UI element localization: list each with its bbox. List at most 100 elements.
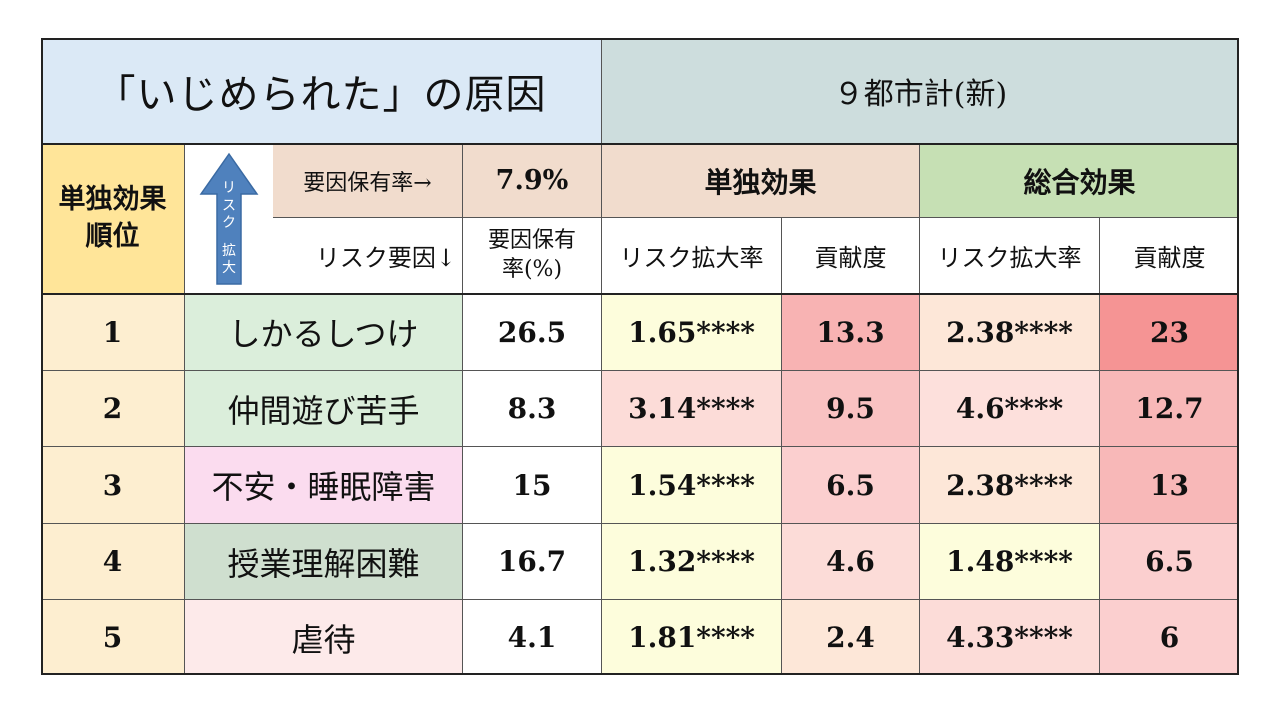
- total-contribution-cell: 6.5: [1100, 524, 1239, 600]
- rank-cell: 3: [41, 447, 185, 524]
- rate-text: 26.5: [497, 315, 567, 349]
- risk-factor-label: リスク要因↓: [273, 218, 463, 294]
- single-risk-cell: 1.32****: [602, 524, 782, 600]
- arrow-char-5: 大: [222, 260, 236, 276]
- total-contribution-cell: 6: [1100, 600, 1239, 675]
- rate-text: 4.1: [507, 621, 557, 654]
- single-contribution-text: 4.6: [826, 545, 875, 578]
- total-risk-cell: 4.33****: [920, 600, 1100, 675]
- table-title: 「いじめられた」の原因: [41, 38, 602, 144]
- table-title-text: 「いじめられた」の原因: [95, 71, 547, 118]
- rank-text: 2: [102, 392, 123, 425]
- rank-cell: 1: [41, 294, 185, 371]
- total-risk-rate-text: リスク拡大率: [937, 244, 1082, 272]
- rank-text: 1: [102, 315, 123, 349]
- factor-cell: しかるしつけ: [185, 294, 463, 371]
- total-contribution-cell: 12.7: [1100, 371, 1239, 447]
- region-text: ９都市計(新): [833, 76, 1008, 112]
- factor-rate-header-line1: 要因保有: [487, 227, 576, 253]
- header-divider: [41, 143, 1239, 145]
- prevalence-label: 要因保有率→: [273, 144, 463, 218]
- factor-text: 授業理解困難: [227, 544, 420, 583]
- single-contribution-text: 6.5: [826, 468, 875, 502]
- total-contribution-cell: 23: [1100, 294, 1239, 371]
- single-contribution-text: 13.3: [816, 315, 885, 349]
- single-contribution-cell: 2.4: [782, 600, 920, 675]
- total-contribution-text: 23: [1150, 315, 1189, 349]
- factor-text: しかるしつけ: [228, 315, 419, 353]
- risk-table: 「いじめられた」の原因 ９都市計(新) 単独効果 順位 リ ス ク 拡 大 要因…: [41, 38, 1239, 675]
- single-risk-rate-text: リスク拡大率: [619, 244, 764, 272]
- total-contribution-text: 12.7: [1135, 392, 1204, 425]
- single-contribution-text: 貢献度: [814, 244, 887, 272]
- rate-cell: 26.5: [463, 294, 602, 371]
- total-contribution-header: 貢献度: [1100, 218, 1239, 294]
- single-effect-text: 単独効果: [704, 165, 817, 199]
- total-effect-header: 総合効果: [920, 144, 1239, 218]
- total-risk-text: 4.6****: [955, 392, 1064, 425]
- single-contribution-header: 貢献度: [782, 218, 920, 294]
- total-effect-text: 総合効果: [1023, 165, 1136, 199]
- total-contribution-text: 6.5: [1145, 545, 1194, 578]
- arrow-char-3: ク: [222, 215, 236, 231]
- single-risk-text: 3.14****: [628, 392, 755, 425]
- body-divider: [41, 293, 1239, 295]
- rate-text: 15: [512, 468, 552, 502]
- single-contribution-text: 9.5: [826, 392, 875, 425]
- factor-cell: 虐待: [185, 600, 463, 675]
- single-risk-cell: 3.14****: [602, 371, 782, 447]
- prevalence-value: 7.9%: [463, 144, 602, 218]
- risk-arrow-cell: リ ス ク 拡 大: [185, 144, 273, 294]
- prevalence-label-text: 要因保有率→: [303, 170, 432, 196]
- rate-cell: 4.1: [463, 600, 602, 675]
- total-risk-text: 1.48****: [946, 545, 1073, 578]
- factor-text: 仲間遊び苦手: [227, 391, 420, 430]
- total-contribution-text: 6: [1159, 621, 1180, 654]
- single-effect-header: 単独効果: [602, 144, 920, 218]
- factor-cell: 不安・睡眠障害: [185, 447, 463, 524]
- rank-cell: 2: [41, 371, 185, 447]
- factor-rate-header-line2: 率(%): [501, 256, 563, 282]
- factor-cell: 仲間遊び苦手: [185, 371, 463, 447]
- single-risk-cell: 1.65****: [602, 294, 782, 371]
- rate-cell: 8.3: [463, 371, 602, 447]
- factor-cell: 授業理解困難: [185, 524, 463, 600]
- factor-rate-header: 要因保有 率(%): [463, 218, 602, 294]
- risk-factor-label-text: リスク要因↓: [315, 244, 456, 272]
- arrow-label: リ ス ク 拡 大: [215, 166, 243, 278]
- rate-text: 8.3: [507, 392, 557, 425]
- total-risk-cell: 2.38****: [920, 294, 1100, 371]
- total-risk-cell: 1.48****: [920, 524, 1100, 600]
- rate-cell: 16.7: [463, 524, 602, 600]
- rank-text: 4: [102, 545, 123, 578]
- single-contribution-text: 2.4: [826, 621, 875, 654]
- single-contribution-cell: 6.5: [782, 447, 920, 524]
- rank-cell: 5: [41, 600, 185, 675]
- total-contribution-cell: 13: [1100, 447, 1239, 524]
- total-contribution-text: 貢献度: [1133, 244, 1206, 272]
- total-contribution-text: 13: [1150, 468, 1189, 502]
- single-risk-text: 1.54****: [628, 468, 755, 502]
- single-risk-rate-header: リスク拡大率: [602, 218, 782, 294]
- arrow-char-4: 拡: [222, 242, 236, 259]
- up-arrow-icon: [199, 152, 259, 285]
- rank-text: 3: [102, 468, 123, 502]
- single-risk-cell: 1.54****: [602, 447, 782, 524]
- factor-text: 不安・睡眠障害: [211, 468, 436, 506]
- single-contribution-cell: 13.3: [782, 294, 920, 371]
- rank-header-line1: 単独効果: [58, 184, 167, 216]
- arrow-char-1: リ: [222, 180, 236, 196]
- prevalence-value-text: 7.9%: [495, 165, 569, 196]
- total-risk-cell: 4.6****: [920, 371, 1100, 447]
- rate-text: 16.7: [497, 545, 567, 578]
- rate-cell: 15: [463, 447, 602, 524]
- single-risk-text: 1.32****: [628, 545, 755, 578]
- single-risk-cell: 1.81****: [602, 600, 782, 675]
- total-risk-text: 4.33****: [946, 621, 1073, 654]
- rank-cell: 4: [41, 524, 185, 600]
- rank-text: 5: [102, 621, 123, 654]
- rank-header-line2: 順位: [85, 220, 140, 252]
- single-contribution-cell: 9.5: [782, 371, 920, 447]
- total-risk-rate-header: リスク拡大率: [920, 218, 1100, 294]
- single-contribution-cell: 4.6: [782, 524, 920, 600]
